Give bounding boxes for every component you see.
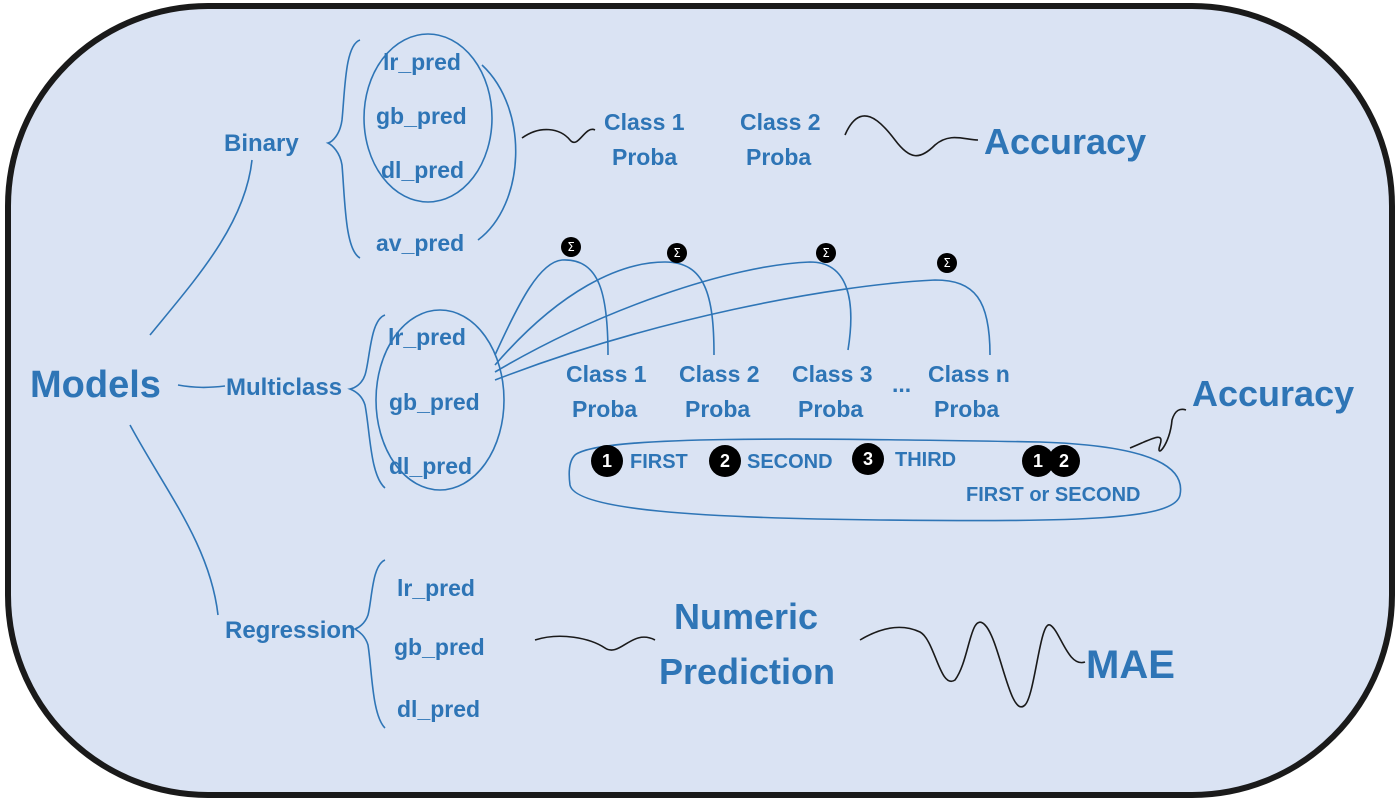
sum-badge-n	[937, 253, 957, 273]
rank-badge-third-num: 3	[863, 449, 873, 469]
sum-symbol-3: Σ	[822, 246, 830, 260]
binary-output-class2: Class 2	[740, 109, 821, 135]
binary-pred-dl: dl_pred	[381, 157, 464, 183]
binary-pred-lr: lr_pred	[383, 49, 461, 75]
regression-output-prediction: Prediction	[659, 651, 835, 692]
binary-brace	[325, 39, 361, 259]
multiclass-label: Multiclass	[226, 374, 342, 401]
multiclass-brace	[347, 314, 386, 489]
regression-pred-dl: dl_pred	[397, 696, 480, 722]
rank-badge-either-2-num: 2	[1059, 451, 1069, 471]
multiclass-output-class1: Class 1	[566, 361, 647, 387]
multiclass-output-class3: Class 3	[792, 361, 873, 387]
rank-badge-either-1-num: 1	[1033, 451, 1043, 471]
rank-badge-either-1	[1022, 445, 1054, 477]
binary-metric: Accuracy	[984, 121, 1146, 162]
regression-pred-gb: gb_pred	[394, 634, 485, 660]
multiclass-output-classn: Class n	[928, 361, 1010, 387]
multiclass-pred-lr: lr_pred	[388, 324, 466, 350]
connector-root-regression	[129, 424, 219, 616]
multiclass-output-proba2: Proba	[685, 396, 750, 422]
sum-arc-class2	[494, 261, 715, 366]
multiclass-pred-gb: gb_pred	[389, 389, 480, 415]
multiclass-pred-group	[375, 309, 505, 491]
multiclass-output-proba1: Proba	[572, 396, 637, 422]
regression-output-numeric: Numeric	[674, 596, 818, 637]
multiclass-squiggle	[1129, 408, 1187, 452]
binary-output-class1: Class 1	[604, 109, 685, 135]
regression-label: Regression	[225, 617, 356, 644]
sum-symbol-n: Σ	[943, 256, 951, 270]
connector-root-multiclass	[177, 384, 226, 389]
binary-squiggle-2	[844, 115, 979, 157]
rank-badge-first	[591, 445, 623, 477]
rank-badge-second	[709, 445, 741, 477]
rank-badge-either-2	[1048, 445, 1080, 477]
binary-label: Binary	[224, 130, 299, 157]
rank-either-label: FIRST or SECOND	[966, 484, 1140, 506]
multiclass-pred-dl: dl_pred	[389, 453, 472, 479]
rank-first-label: FIRST	[630, 451, 688, 473]
sum-arc-classn	[494, 279, 991, 381]
rank-second-label: SECOND	[747, 451, 833, 473]
binary-av-link	[477, 64, 517, 241]
diagram-panel	[5, 3, 1395, 798]
multiclass-output-proba3: Proba	[798, 396, 863, 422]
regression-brace	[353, 559, 386, 729]
rank-third-label: THIRD	[895, 449, 956, 471]
regression-pred-lr: lr_pred	[397, 575, 475, 601]
binary-squiggle-1	[521, 128, 596, 144]
multiclass-output-class2: Class 2	[679, 361, 760, 387]
sum-badge-1	[561, 237, 581, 257]
regression-metric: MAE	[1086, 643, 1175, 687]
regression-squiggle-1	[534, 635, 656, 651]
binary-output-proba2: Proba	[746, 144, 811, 170]
multiclass-metric: Accuracy	[1192, 373, 1354, 414]
sum-badge-3	[816, 243, 836, 263]
multiclass-output-proban: Proba	[934, 396, 999, 422]
connector-root-binary	[149, 159, 253, 336]
binary-output-proba1: Proba	[612, 144, 677, 170]
ranking-group	[568, 438, 1182, 522]
binary-pred-group	[363, 33, 493, 203]
sum-arc-class1	[494, 259, 609, 356]
multiclass-ellipsis: ...	[892, 371, 911, 397]
sum-symbol-1: Σ	[567, 240, 575, 254]
binary-pred-gb: gb_pred	[376, 103, 467, 129]
sum-arc-class3	[494, 261, 852, 373]
rank-badge-third	[852, 443, 884, 475]
rank-badge-second-num: 2	[720, 451, 730, 471]
binary-pred-av: av_pred	[376, 230, 464, 256]
rank-badge-first-num: 1	[602, 451, 612, 471]
sum-badge-2	[667, 243, 687, 263]
regression-squiggle-2	[859, 621, 1086, 708]
sum-symbol-2: Σ	[673, 246, 681, 260]
root-label: Models	[30, 364, 161, 406]
